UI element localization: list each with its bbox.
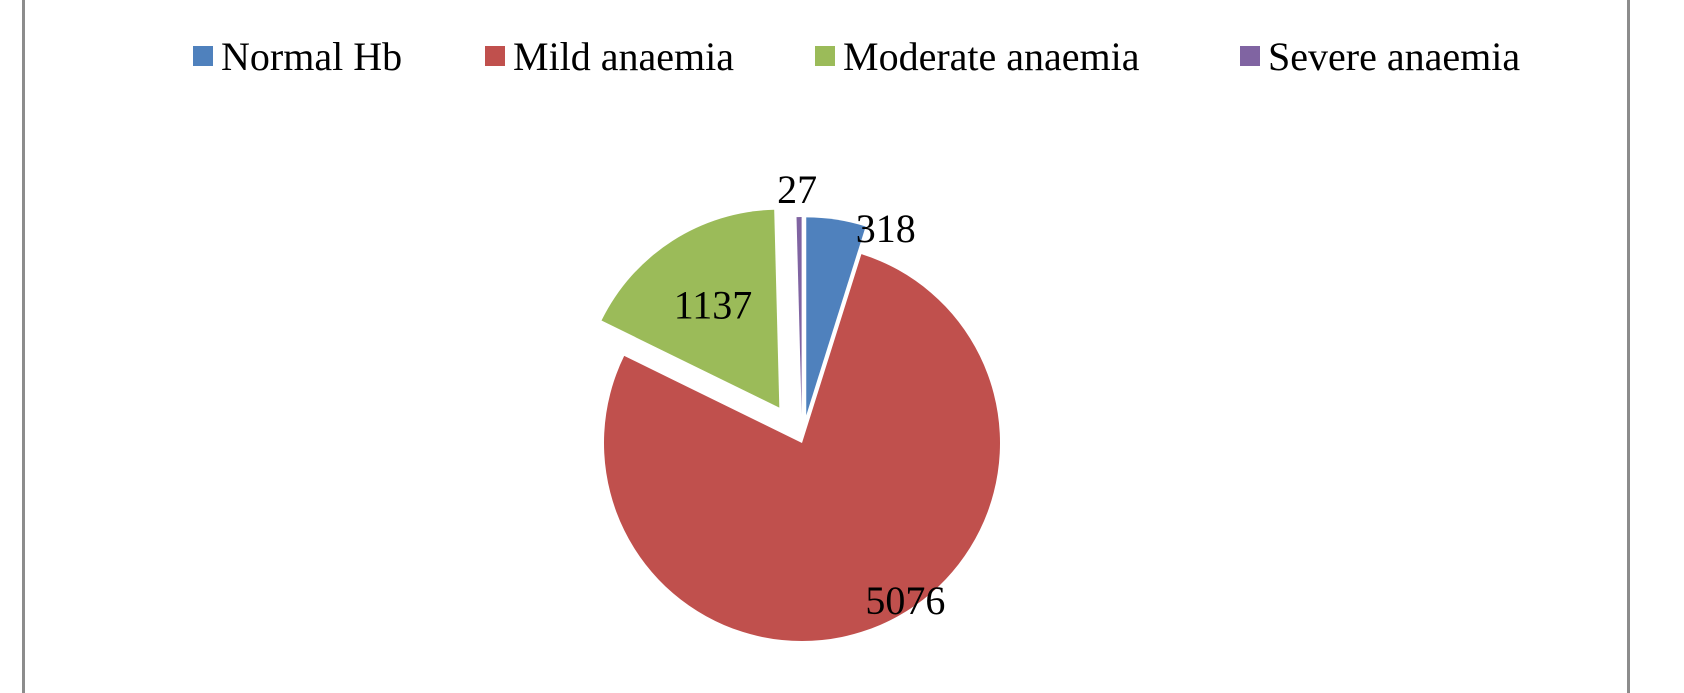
legend-item-moderate-anaemia: Moderate anaemia [815, 28, 1140, 84]
legend-swatch-severe-anaemia [1240, 46, 1260, 66]
data-label-mild-anaemia: 5076 [865, 578, 945, 623]
legend-label-normal-hb: Normal Hb [221, 33, 403, 79]
data-label-severe-anaemia: 27 [777, 167, 817, 212]
legend-label-moderate-anaemia: Moderate anaemia [843, 33, 1140, 79]
pie-slice-mild-anaemia [603, 254, 1000, 642]
legend-item-severe-anaemia: Severe anaemia [1240, 28, 1520, 84]
chart-border-left [22, 0, 25, 693]
chart-legend: Normal Hb Mild anaemia Moderate anaemia … [0, 28, 1684, 84]
legend-swatch-moderate-anaemia [815, 46, 835, 66]
legend-label-severe-anaemia: Severe anaemia [1268, 33, 1521, 79]
legend-swatch-normal-hb [193, 46, 213, 66]
data-label-normal-hb: 318 [856, 206, 916, 251]
legend-label-mild-anaemia: Mild anaemia [513, 33, 735, 79]
pie-slice-normal-hb [806, 217, 866, 416]
legend-swatch-mild-anaemia [485, 46, 505, 66]
chart-border-right [1627, 0, 1630, 693]
legend-item-mild-anaemia: Mild anaemia [485, 28, 734, 84]
pie-slice-severe-anaemia [796, 217, 802, 416]
legend-item-normal-hb: Normal Hb [193, 28, 402, 84]
data-label-moderate-anaemia: 1137 [674, 282, 753, 327]
pie-slice-moderate-anaemia [601, 209, 780, 408]
